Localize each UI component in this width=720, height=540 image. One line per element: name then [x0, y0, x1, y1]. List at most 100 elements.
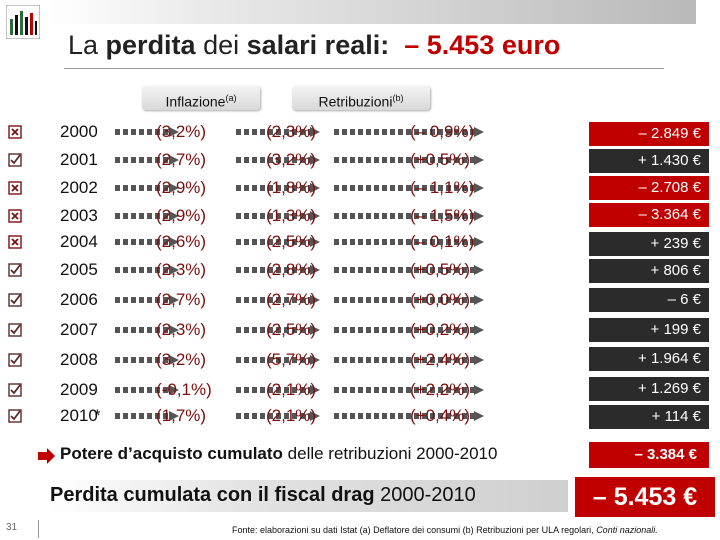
x-box-icon — [8, 181, 22, 195]
row-wage: (2,1%) — [266, 380, 317, 399]
x-box-icon — [8, 125, 22, 139]
row-wage: (2,8%) — [266, 260, 317, 279]
dashed-arrow-icon — [115, 237, 179, 247]
row-wage: (2,3%) — [266, 122, 317, 141]
dashed-arrow-icon — [334, 411, 484, 421]
dashed-arrow-icon — [236, 411, 320, 421]
table-row: 2010 * (1,7%) (2,1%) (+0,4%) — [0, 404, 720, 428]
row-amount: + 199 € — [589, 318, 709, 342]
row-inflation: (3,2%) — [156, 350, 207, 369]
check-box-icon — [8, 409, 22, 423]
page-number: 31 — [6, 522, 18, 533]
row-year: 2001 — [60, 150, 98, 169]
check-box-icon — [8, 383, 22, 397]
logo-icon — [6, 5, 40, 39]
header-retribuzioni: Retribuzioni(b) — [292, 86, 430, 110]
dashed-arrow-icon — [334, 295, 484, 305]
row-year: 2003 — [60, 206, 98, 225]
row-amount: – 3.364 € — [589, 203, 709, 227]
dashed-arrow-icon — [115, 295, 179, 305]
table-row: 2002 (2,9%) (1,8%) (– 1,1%) — [0, 176, 720, 200]
dashed-arrow-icon — [115, 155, 179, 165]
row-inflation: (3,2%) — [156, 122, 207, 141]
row-amount: + 1.430 € — [589, 149, 709, 173]
dashed-arrow-icon — [334, 155, 484, 165]
dashed-arrow-icon — [236, 265, 320, 275]
title-divider — [64, 68, 664, 69]
dashed-arrow-icon — [236, 155, 320, 165]
dashed-arrow-icon — [115, 385, 179, 395]
summary-amount: – 3.384 € — [589, 442, 709, 468]
header-inflazione: Inflazione(a) — [142, 86, 260, 110]
dashed-arrow-icon — [115, 265, 179, 275]
table-row: 2006 (2,7%) (2,7%) (+0,0%) — [0, 288, 720, 312]
dashed-arrow-icon — [115, 211, 179, 221]
loss-amount: – 5.453 € — [575, 477, 715, 517]
row-wage: (1,8%) — [266, 178, 317, 197]
dashed-arrow-icon — [115, 411, 179, 421]
loss-label: Perdita cumulata con il fiscal drag 2000… — [50, 484, 476, 506]
row-amount: – 6 € — [589, 288, 709, 312]
table-row: 2009 (-0,1%) (2,1%) (+2,2%) — [0, 378, 720, 402]
row-difference: (+2,2%) — [410, 380, 470, 399]
dashed-arrow-icon — [236, 237, 320, 247]
row-difference: (+0,2%) — [410, 320, 470, 339]
row-year: 2005 — [60, 260, 98, 279]
check-box-icon — [8, 153, 22, 167]
row-year: 2000 — [60, 122, 98, 141]
row-inflation: (2,3%) — [156, 320, 207, 339]
row-amount: – 2.849 € — [589, 122, 709, 146]
dashed-arrow-icon — [334, 355, 484, 365]
dashed-arrow-icon — [334, 265, 484, 275]
table-row: 2001 (2,7%) (3,2%) (+0,5%) — [0, 148, 720, 172]
check-box-icon — [8, 263, 22, 277]
check-box-icon — [8, 293, 22, 307]
table-row: 2004 (2,6%) (2,5%) (– 0,1%) — [0, 230, 720, 254]
dashed-arrow-icon — [236, 325, 320, 335]
table-row: 2003 (2,9%) (1,3%) (– 1,5%) — [0, 204, 720, 228]
table-row: 2000 (3,2%) (2,3%) (– 0,9%) — [0, 120, 720, 144]
row-wage: (5,7%) — [266, 350, 317, 369]
dashed-arrow-icon — [334, 385, 484, 395]
row-difference: (+0,4%) — [410, 406, 470, 425]
page-title: La perdita dei salari reali: – 5.453 eur… — [68, 30, 561, 60]
row-year: 2002 — [60, 178, 98, 197]
check-box-icon — [8, 323, 22, 337]
x-box-icon — [8, 235, 22, 249]
row-difference: (+2,4%) — [410, 350, 470, 369]
loss-bar — [48, 480, 568, 512]
row-year: 2007 — [60, 320, 98, 339]
row-difference: (– 0,9%) — [410, 122, 475, 141]
row-wage: (2,5%) — [266, 232, 317, 251]
row-inflation: (2,7%) — [156, 150, 207, 169]
row-year: 2010 — [60, 406, 98, 425]
dashed-arrow-icon — [115, 325, 179, 335]
dashed-arrow-icon — [334, 325, 484, 335]
row-difference: (+0,0%) — [410, 290, 470, 309]
row-wage: (2,7%) — [266, 290, 317, 309]
dashed-arrow-icon — [334, 237, 484, 247]
dashed-arrow-icon — [236, 183, 320, 193]
dashed-arrow-icon — [115, 183, 179, 193]
dashed-arrow-icon — [115, 127, 179, 137]
row-year: 2008 — [60, 350, 98, 369]
footer-divider — [38, 520, 39, 538]
check-box-icon — [8, 353, 22, 367]
x-box-icon — [8, 209, 22, 223]
row-amount: + 239 € — [589, 232, 709, 256]
row-wage: (2,5%) — [266, 320, 317, 339]
row-difference: (+0,5%) — [410, 260, 470, 279]
dashed-arrow-icon — [236, 211, 320, 221]
row-year: 2009 — [60, 380, 98, 399]
table-row: 2008 (3,2%) (5,7%) (+2,4%) — [0, 348, 720, 372]
dashed-arrow-icon — [236, 127, 320, 137]
dashed-arrow-icon — [236, 355, 320, 365]
row-year: 2004 — [60, 232, 98, 251]
row-amount: – 2.708 € — [589, 176, 709, 200]
row-amount: + 1.964 € — [589, 347, 709, 371]
row-difference: (– 1,1%) — [410, 178, 475, 197]
row-amount: + 806 € — [589, 259, 709, 283]
dashed-arrow-icon — [334, 183, 484, 193]
row-year-footnote-mark: * — [94, 406, 101, 425]
row-amount: + 114 € — [589, 405, 709, 429]
